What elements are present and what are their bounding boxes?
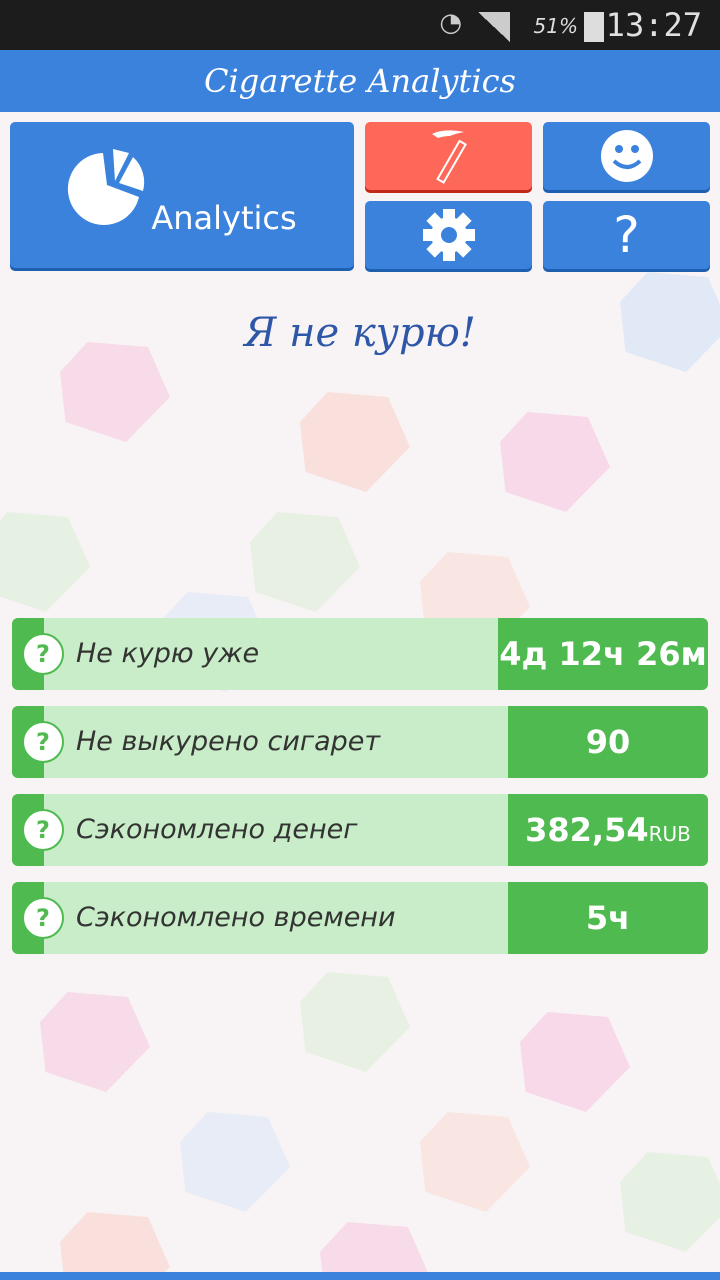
info-icon[interactable]: ? <box>22 897 64 939</box>
wifi-icon: ◔ <box>439 8 462 38</box>
slogan: Я не курю! <box>244 310 476 356</box>
smiley-icon <box>600 130 653 182</box>
mood-button[interactable] <box>543 122 710 190</box>
stat-row-time: ? Сэкономлено времени 5ч <box>12 882 708 954</box>
info-icon[interactable]: ? <box>22 633 64 675</box>
stat-value: 90 <box>508 706 708 778</box>
currency-unit: RUB <box>648 822 691 846</box>
pie-chart-icon <box>68 149 145 225</box>
status-bar: ◔ 51% 13:27 <box>0 0 720 50</box>
stat-label: Не выкурено сигарет <box>76 726 381 757</box>
stat-row-money: ? Сэкономлено денег 382,54RUB <box>12 794 708 866</box>
analytics-button[interactable]: Analytics <box>10 122 354 268</box>
gear-icon <box>422 209 475 261</box>
settings-button[interactable] <box>365 201 532 269</box>
stat-label: Сэкономлено времени <box>76 902 396 933</box>
money-amount: 382,54 <box>525 811 649 849</box>
bottom-bar <box>0 1272 720 1280</box>
stat-value: 382,54RUB <box>508 794 708 866</box>
signal-icon <box>478 12 510 42</box>
background-pattern <box>0 112 720 1272</box>
app-title: Cigarette Analytics <box>0 50 720 112</box>
clock: 13:27 <box>605 6 702 44</box>
analytics-label: Analytics <box>151 199 297 237</box>
stat-value: 5ч <box>508 882 708 954</box>
stat-label: Не курю уже <box>76 638 260 669</box>
stat-label: Сэкономлено денег <box>76 814 358 845</box>
stat-value: 4д 12ч 26м <box>498 618 708 690</box>
info-icon[interactable]: ? <box>22 721 64 763</box>
stat-row-cigarettes: ? Не выкурено сигарет 90 <box>12 706 708 778</box>
help-button[interactable]: ? <box>543 201 710 269</box>
cigarette-icon <box>431 130 467 184</box>
battery-charging-icon <box>584 12 604 42</box>
help-icon: ? <box>613 206 640 264</box>
stat-row-quit-duration: ? Не курю уже 4д 12ч 26м <box>12 618 708 690</box>
battery-percent: 51% <box>533 14 578 38</box>
smoke-cigarette-button[interactable] <box>365 122 532 190</box>
info-icon[interactable]: ? <box>22 809 64 851</box>
